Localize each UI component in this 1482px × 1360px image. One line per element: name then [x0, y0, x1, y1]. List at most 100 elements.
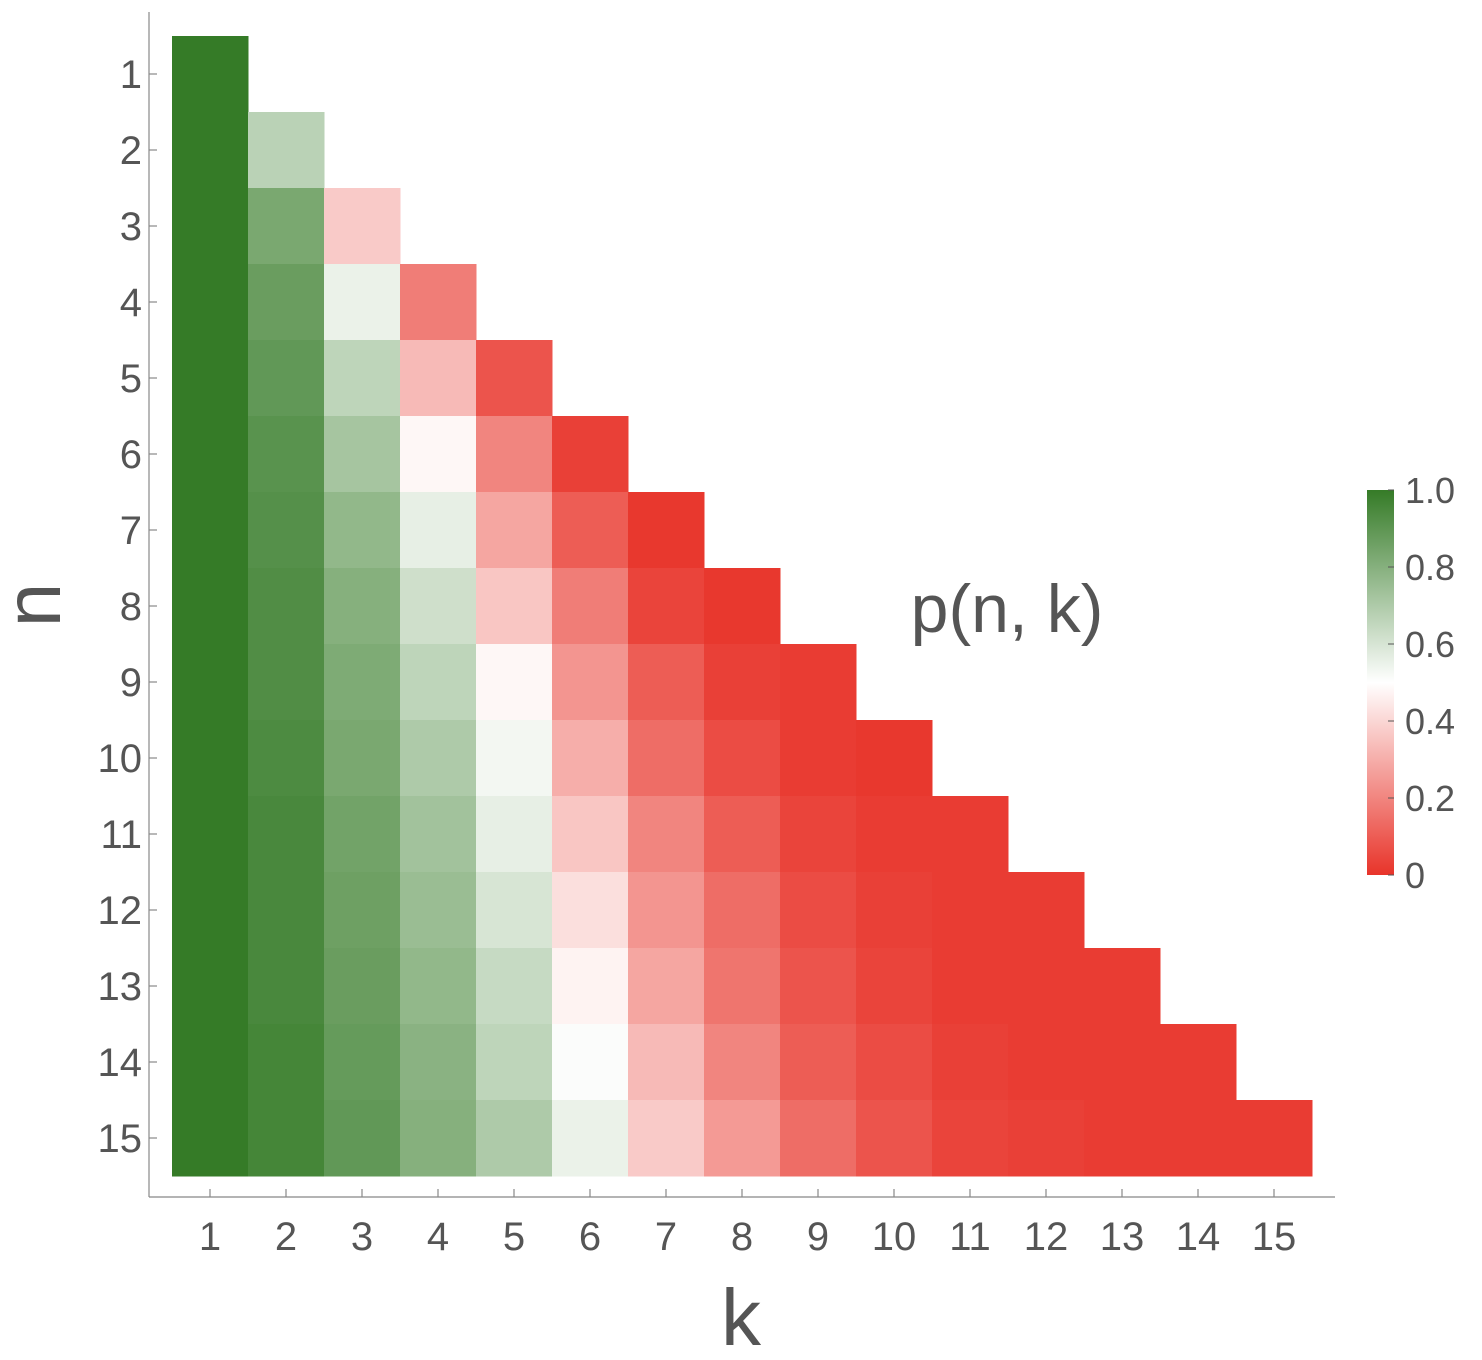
heatmap-cell	[172, 720, 249, 797]
heatmap-cell	[248, 340, 325, 417]
x-tick-label: 10	[872, 1215, 917, 1259]
heatmap-cell	[172, 492, 249, 569]
heatmap-cell	[324, 1024, 401, 1101]
x-tick-label: 4	[427, 1215, 449, 1259]
heatmap-cell	[476, 340, 553, 417]
heatmap-cell	[780, 1100, 857, 1177]
heatmap-cell	[400, 948, 477, 1025]
x-tick-label: 5	[503, 1215, 525, 1259]
heatmap-cell	[932, 1100, 1009, 1177]
heatmap-cell	[248, 644, 325, 721]
x-tick-label: 9	[807, 1215, 829, 1259]
y-tick-label: 13	[98, 965, 143, 1009]
heatmap-cell	[704, 948, 781, 1025]
y-tick-label: 2	[120, 129, 142, 173]
heatmap-cell	[1084, 948, 1161, 1025]
heatmap-cell	[400, 340, 477, 417]
heatmap-cell	[248, 796, 325, 873]
heatmap-cell	[324, 568, 401, 645]
heatmap-cell	[248, 492, 325, 569]
heatmap-cell	[552, 492, 629, 569]
x-tick-label: 15	[1252, 1215, 1297, 1259]
heatmap-cell	[248, 112, 325, 189]
y-tick-label: 7	[120, 509, 142, 553]
heatmap-cell	[1008, 1100, 1085, 1177]
heatmap-cell	[476, 644, 553, 721]
heatmap-cell	[172, 796, 249, 873]
heatmap-cell	[248, 1100, 325, 1177]
x-tick-label: 2	[275, 1215, 297, 1259]
x-axis-ticks: 1 2 3 4 5 6 7 8 9 10 11 12 13 14 15	[199, 1189, 1296, 1259]
heatmap-cell	[400, 644, 477, 721]
heatmap-cell	[1008, 1024, 1085, 1101]
heatmap-cell	[476, 1100, 553, 1177]
heatmap-cell	[172, 416, 249, 493]
heatmap-cell	[400, 416, 477, 493]
heatmap-cell	[324, 1100, 401, 1177]
heatmap-cell	[552, 948, 629, 1025]
heatmap-cell	[400, 568, 477, 645]
y-tick-label: 10	[98, 737, 143, 781]
heatmap-cell	[172, 568, 249, 645]
x-axis-label: k	[721, 1273, 762, 1360]
x-tick-label: 6	[579, 1215, 601, 1259]
heatmap-cell	[704, 1024, 781, 1101]
x-tick-label: 12	[1024, 1215, 1069, 1259]
heatmap-cell	[476, 796, 553, 873]
heatmap-cell	[1160, 1100, 1237, 1177]
heatmap-cell	[552, 872, 629, 949]
heatmap-cell	[628, 796, 705, 873]
x-tick-label: 8	[731, 1215, 753, 1259]
x-tick-label: 11	[949, 1215, 991, 1259]
x-tick-label: 3	[351, 1215, 373, 1259]
heatmap-cell	[1160, 1024, 1237, 1101]
y-tick-label: 15	[98, 1117, 143, 1161]
heatmap-cell	[932, 948, 1009, 1025]
heatmap-cell	[856, 1024, 933, 1101]
heatmap-cell	[476, 568, 553, 645]
heatmap-cell	[400, 1100, 477, 1177]
heatmap-cell	[552, 1024, 629, 1101]
y-tick-label: 12	[98, 889, 143, 933]
heatmap-cell	[172, 36, 249, 113]
heatmap-cell	[780, 1024, 857, 1101]
heatmap-cell	[324, 872, 401, 949]
heatmap-cell	[248, 188, 325, 265]
heatmap-cell	[628, 872, 705, 949]
heatmap-cell	[704, 568, 781, 645]
heatmap-cell	[856, 872, 933, 949]
chart-annotation: p(n, k)	[911, 571, 1104, 647]
heatmap-cell	[1008, 948, 1085, 1025]
heatmap-cell	[324, 796, 401, 873]
heatmap-cell	[248, 264, 325, 341]
heatmap-cell	[172, 340, 249, 417]
heatmap-cell	[476, 872, 553, 949]
heatmap-cell	[552, 644, 629, 721]
heatmap-cell	[628, 1100, 705, 1177]
y-tick-label: 4	[120, 281, 142, 325]
colorbar-tick-label: 0.4	[1405, 701, 1455, 742]
heatmap-cell	[932, 872, 1009, 949]
heatmap-cell	[628, 492, 705, 569]
heatmap-cell	[552, 720, 629, 797]
y-tick-label: 1	[120, 53, 142, 97]
x-tick-label: 7	[655, 1215, 677, 1259]
heatmap-cell	[476, 416, 553, 493]
heatmap-cell	[1084, 1024, 1161, 1101]
y-tick-label: 6	[120, 433, 142, 477]
heatmap-cell	[628, 948, 705, 1025]
heatmap-cell	[248, 948, 325, 1025]
heatmap-cell	[324, 720, 401, 797]
heatmap-cell	[248, 568, 325, 645]
heatmap-cell	[856, 1100, 933, 1177]
heatmap-cell	[172, 264, 249, 341]
x-tick-label: 13	[1100, 1215, 1145, 1259]
y-axis-label: n	[0, 583, 77, 628]
heatmap-cell	[780, 720, 857, 797]
heatmap-cell	[1008, 872, 1085, 949]
heatmap-cell	[400, 1024, 477, 1101]
heatmap-cell	[704, 872, 781, 949]
y-tick-label: 14	[98, 1041, 143, 1085]
